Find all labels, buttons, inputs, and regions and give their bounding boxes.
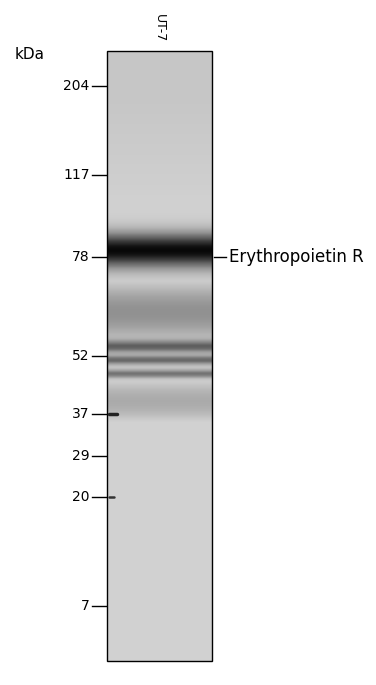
- Text: 7: 7: [81, 599, 89, 613]
- Text: 29: 29: [72, 449, 89, 462]
- Text: kDa: kDa: [15, 47, 45, 62]
- Text: 37: 37: [72, 408, 89, 421]
- Text: 117: 117: [63, 168, 89, 182]
- Text: UT-7: UT-7: [153, 14, 166, 42]
- Text: 20: 20: [72, 490, 89, 503]
- Bar: [107, 51, 212, 661]
- Text: 52: 52: [72, 349, 89, 363]
- Text: 204: 204: [63, 79, 89, 92]
- Text: 78: 78: [72, 250, 89, 264]
- Text: Erythropoietin R: Erythropoietin R: [229, 248, 364, 266]
